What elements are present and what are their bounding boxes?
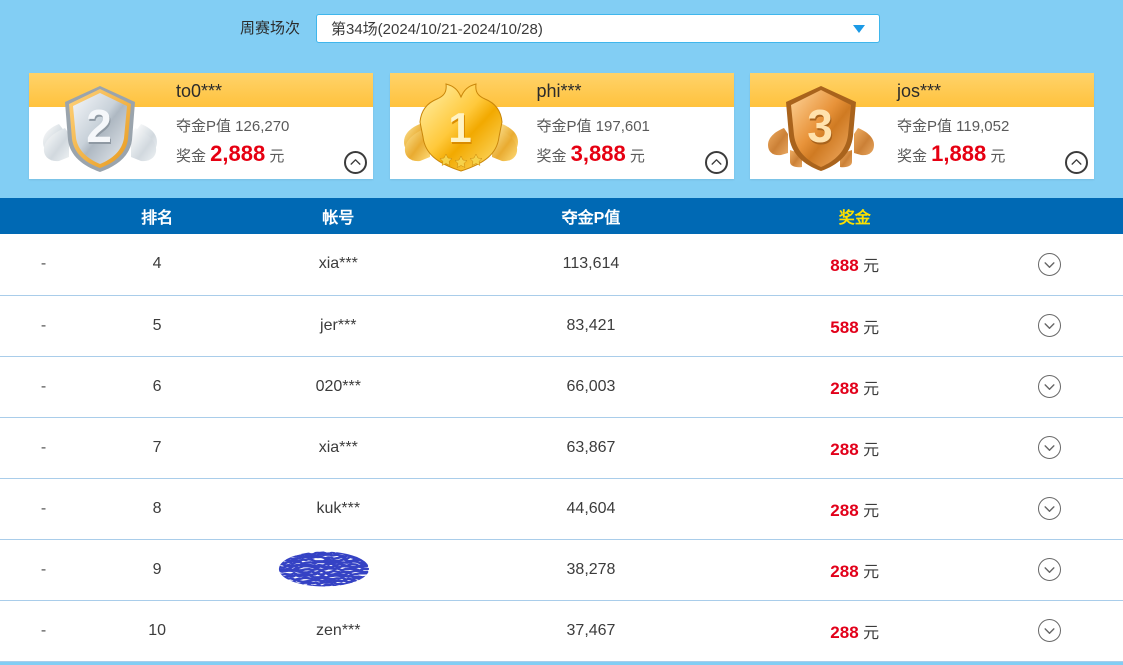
svg-text:2: 2 xyxy=(86,100,112,152)
svg-text:1: 1 xyxy=(448,104,471,151)
svg-text:3: 3 xyxy=(807,100,833,152)
